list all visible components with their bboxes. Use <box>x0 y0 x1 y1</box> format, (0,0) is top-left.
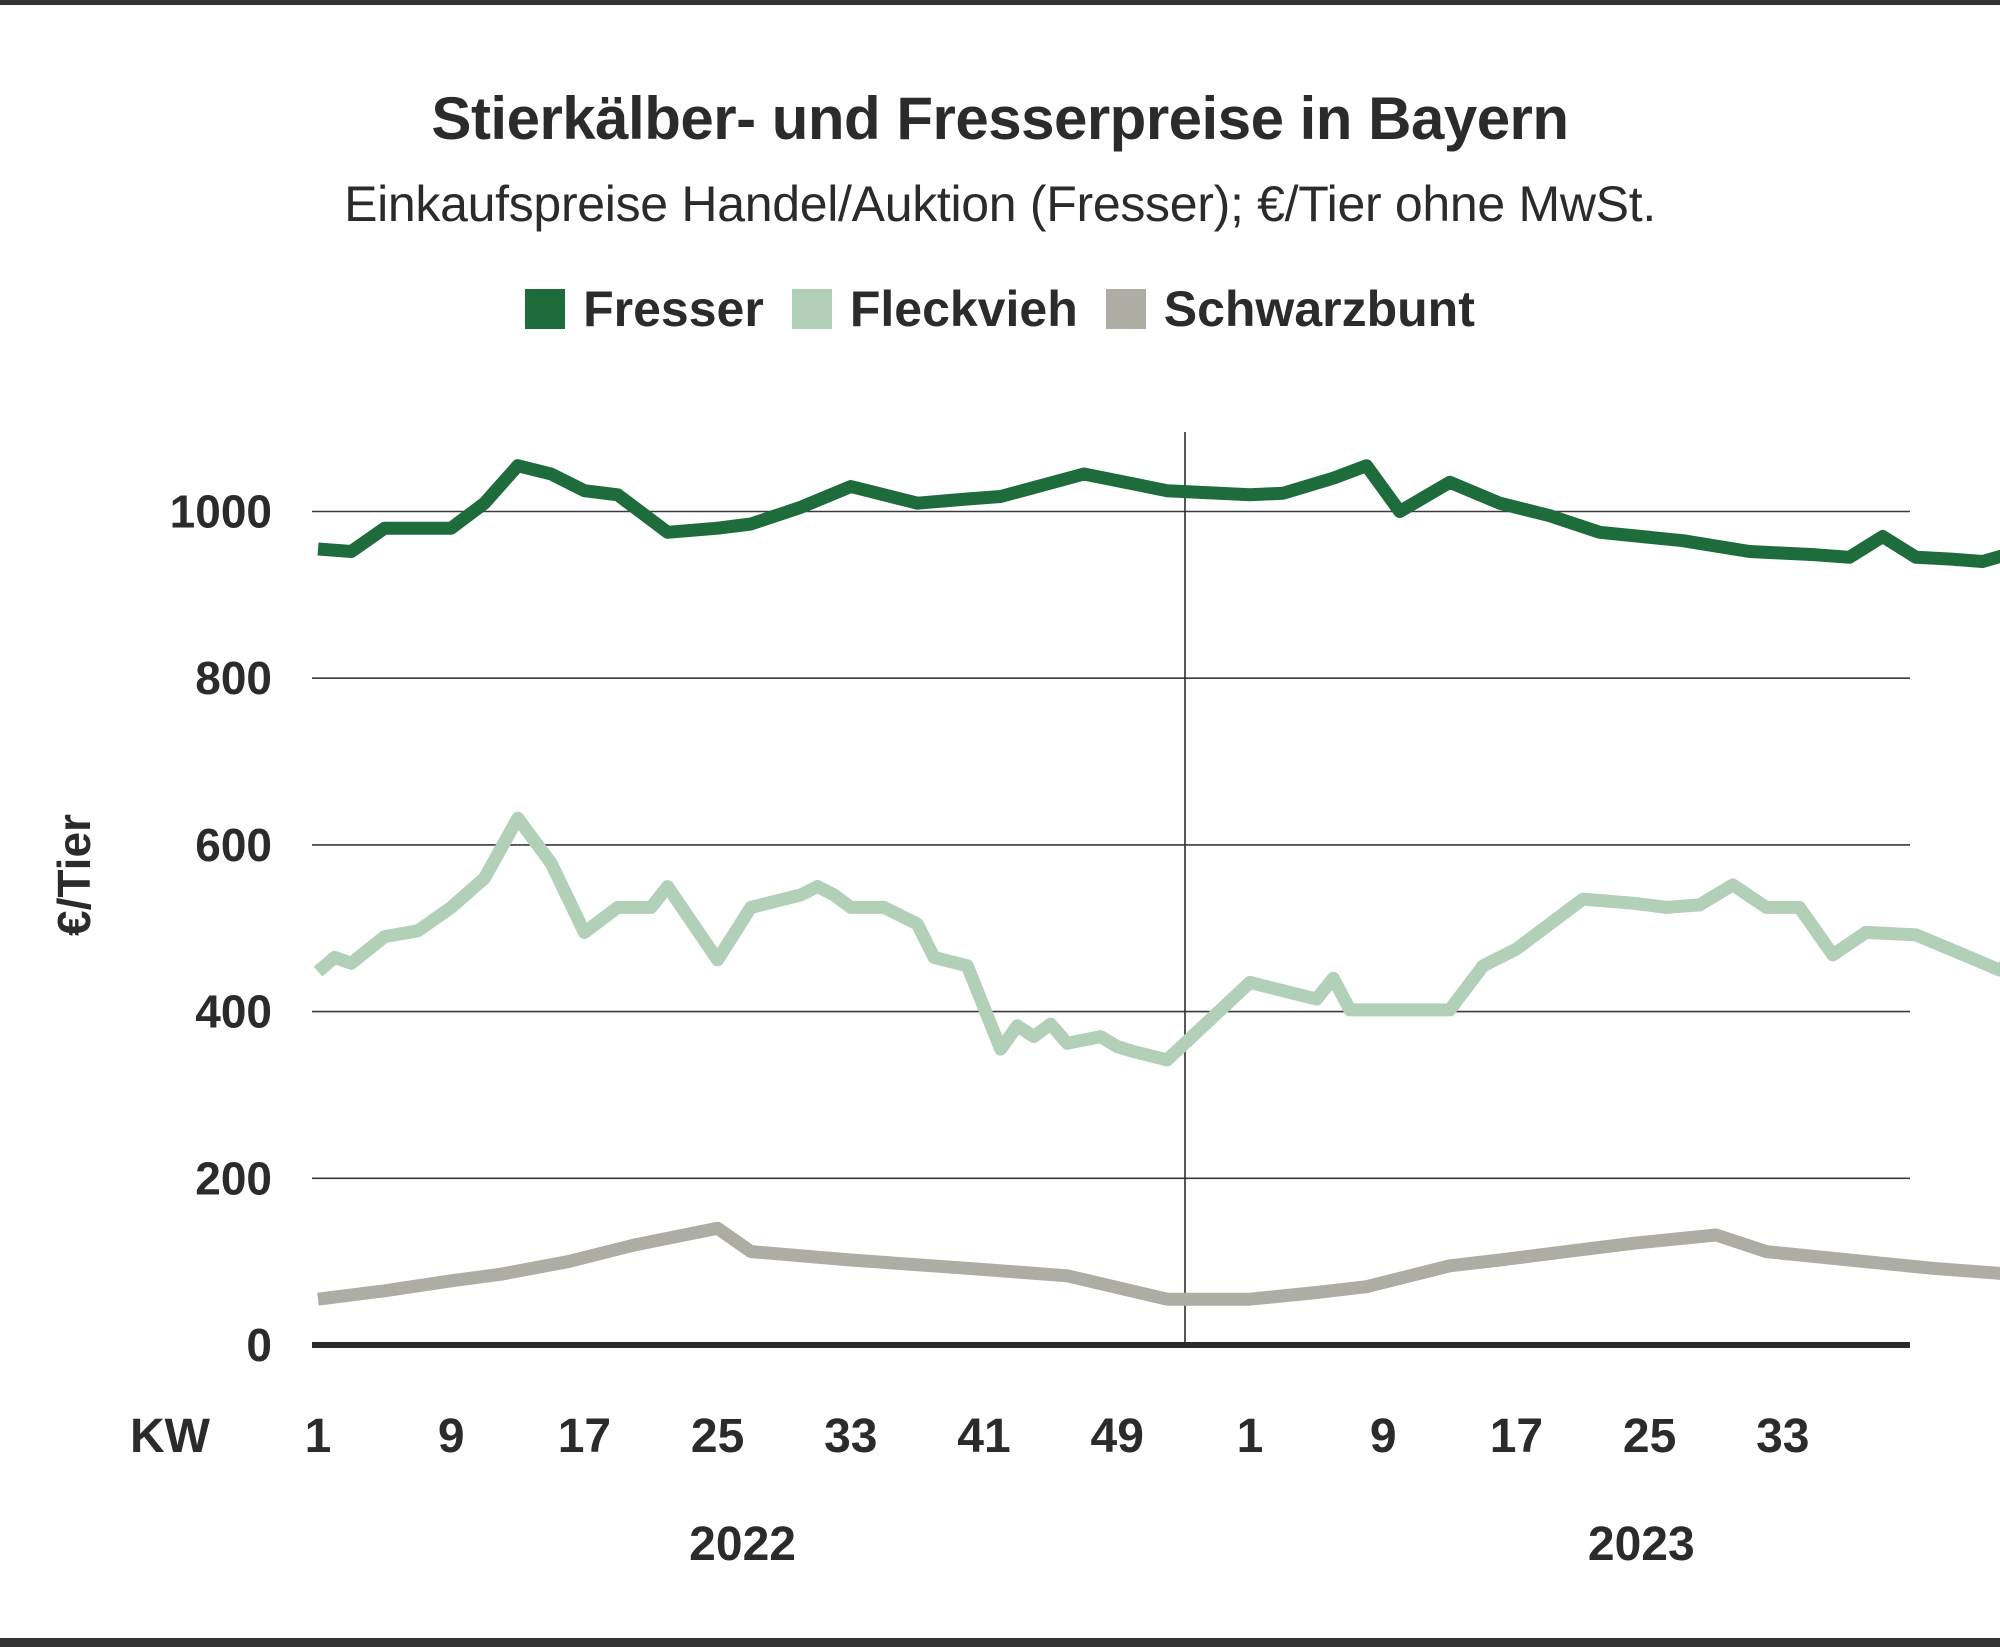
x-tick-label: 9 <box>1370 1410 1397 1463</box>
x-tick-label: 1 <box>1237 1410 1264 1463</box>
y-axis-label: €/Tier <box>48 814 100 936</box>
series-line-fresser <box>317 459 2000 568</box>
year-label: 2023 <box>1588 1518 1695 1571</box>
bottom-border <box>0 1638 2000 1647</box>
series-line-fleckvieh <box>313 811 2000 1067</box>
x-tick-label: 25 <box>1623 1410 1676 1463</box>
legend-label-fresser: Fresser <box>583 281 764 337</box>
chart-subtitle: Einkaufspreise Handel/Auktion (Fresser);… <box>344 176 1656 232</box>
series-line-schwarzbunt <box>317 1221 2000 1306</box>
y-tick-label: 800 <box>195 652 272 704</box>
legend-item-schwarzbunt: Schwarzbunt <box>1105 280 1475 338</box>
legend-item-fresser: Fresser <box>525 280 764 338</box>
legend-swatch-schwarzbunt <box>1105 289 1146 329</box>
x-tick-label: 33 <box>824 1410 877 1463</box>
x-tick-label: 41 <box>957 1410 1010 1463</box>
x-tick-label: 17 <box>1490 1410 1543 1463</box>
legend-swatch-fleckvieh <box>791 289 832 329</box>
x-tick-label: 9 <box>438 1410 465 1463</box>
x-tick-label: 25 <box>691 1410 744 1463</box>
y-tick-label: 1000 <box>170 486 272 538</box>
x-tick-label: 33 <box>1756 1410 1809 1463</box>
legend: Fresser Fleckvieh Schwarzbunt <box>0 280 2000 338</box>
y-tick-label: 200 <box>195 1152 272 1204</box>
x-tick-label: 49 <box>1091 1410 1144 1463</box>
y-tick-label: 400 <box>195 986 272 1038</box>
top-border <box>0 0 2000 5</box>
x-tick-label: 1 <box>305 1410 332 1463</box>
legend-label-fleckvieh: Fleckvieh <box>849 281 1078 337</box>
legend-item-fleckvieh: Fleckvieh <box>791 280 1078 338</box>
legend-swatch-fresser <box>525 289 566 329</box>
legend-label-schwarzbunt: Schwarzbunt <box>1163 281 1475 337</box>
y-tick-label: 600 <box>195 819 272 871</box>
grid-lines <box>312 510 1910 1180</box>
x-axis-label: KW <box>130 1410 211 1463</box>
year-label: 2022 <box>689 1518 796 1571</box>
x-tick-label: 17 <box>558 1410 611 1463</box>
axes <box>312 432 1910 1348</box>
chart-title: Stierkälber- und Fresserpreise in Bayern <box>431 85 1569 152</box>
series-lines <box>313 459 2000 1306</box>
tick-labels: 0 200 400 600 800 1000 €/Tier KW 1 9 17 25 33 41 49 202… <box>48 486 1809 1572</box>
y-tick-label: 0 <box>246 1319 272 1371</box>
